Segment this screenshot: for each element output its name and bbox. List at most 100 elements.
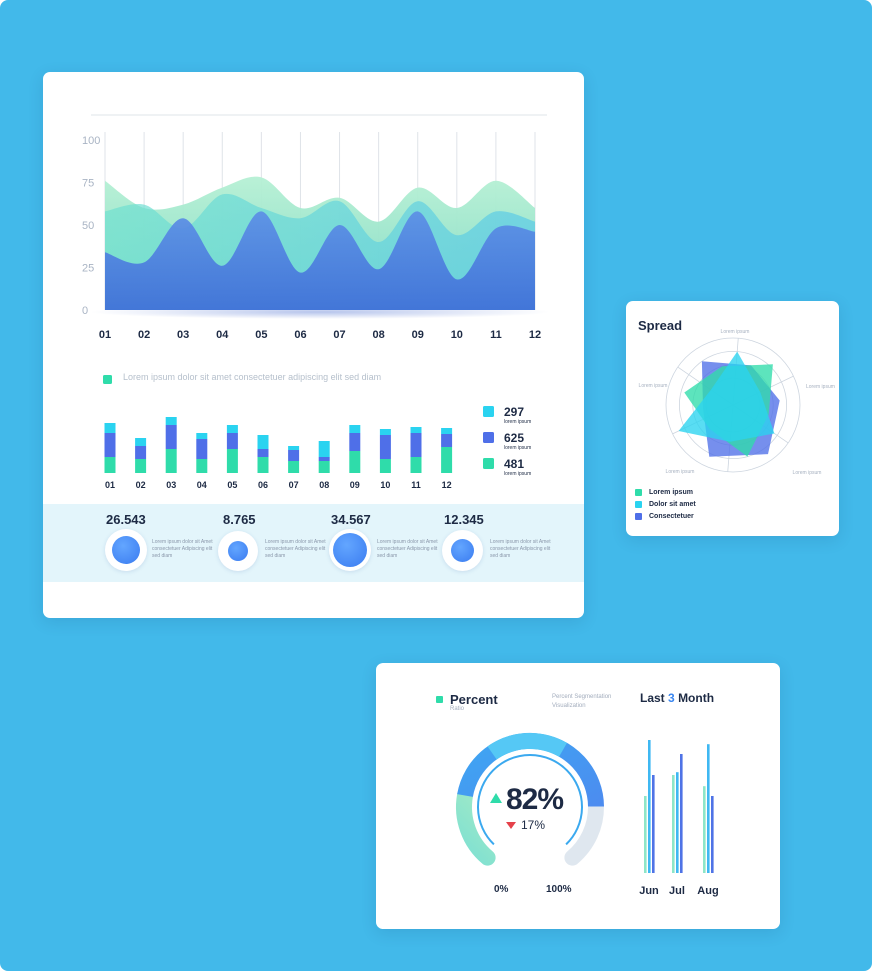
bar-x-tick-label: 11 <box>411 480 421 490</box>
bar-segment <box>349 451 361 473</box>
x-tick-label: 07 <box>333 329 345 341</box>
legend-swatch <box>483 406 494 417</box>
legend-label: lorem ipsum <box>504 445 531 451</box>
gauge-segment-green <box>456 787 496 866</box>
stat-bubble <box>329 529 371 571</box>
month-bar <box>644 796 647 873</box>
bar-segment <box>104 457 116 473</box>
stat-value: 8.765 <box>223 512 256 527</box>
month-bar <box>703 786 706 873</box>
month-label: Jun <box>639 885 659 897</box>
x-tick-label: 08 <box>373 329 385 341</box>
x-tick-label: 03 <box>177 329 189 341</box>
last-title-post: Month <box>678 691 715 705</box>
main-chart-svg: 0 25 50 75 100 01 02 03 04 05 06 07 08 09 10 11 12 01 02… <box>82 114 550 490</box>
last-title-num: 3 <box>668 691 675 705</box>
up-arrow-icon <box>490 793 502 803</box>
gauge-value: 82% <box>506 783 564 816</box>
bar-segment <box>318 461 330 473</box>
bar-segment <box>410 427 422 433</box>
bar-segment <box>135 446 147 459</box>
stat-value: 26.543 <box>106 512 146 527</box>
percent-subtitle: Ratio <box>450 706 465 712</box>
legend-swatch <box>635 500 642 508</box>
stat-description: Lorem ipsum dolor sit Amet consectetuer … <box>265 539 326 559</box>
stat-bubble <box>218 531 258 571</box>
y-tick-label: 100 <box>82 135 100 147</box>
area-x-ticks: 01 02 03 04 05 06 07 08 09 10 11 12 <box>99 329 541 341</box>
last-title-pre: Last <box>640 691 665 705</box>
bar-segment <box>135 459 147 473</box>
main-chart-card: 0 25 50 75 100 01 02 03 04 05 06 07 08 09 10 11 12 01 02… <box>43 72 584 618</box>
bar-segment <box>318 441 330 457</box>
month-bar <box>711 796 714 873</box>
legend-item: Consectetuer <box>635 510 696 522</box>
bar-segment <box>165 449 177 473</box>
legend-swatch <box>635 512 642 520</box>
bar-segment <box>410 457 422 473</box>
bar-segment <box>257 435 269 449</box>
x-tick-label: 06 <box>294 329 306 341</box>
bar-segment <box>349 433 361 451</box>
bar-x-tick-label: 04 <box>197 480 207 490</box>
percent-swatch <box>436 696 443 703</box>
percent-note: Percent Segmentation Visualization <box>552 694 612 709</box>
radar-axis-label: Lorem ipsum <box>721 329 750 335</box>
stat-bubble <box>442 530 483 571</box>
bar-segment <box>379 429 391 435</box>
bar-segment <box>165 417 177 425</box>
stat-bubble-core <box>451 539 474 562</box>
month-bars <box>644 740 714 873</box>
month-bar <box>652 775 655 873</box>
radar-axis-label: Lorem ipsum <box>793 470 822 476</box>
bar-segment <box>257 449 269 457</box>
bar-segment <box>165 425 177 449</box>
month-bar <box>648 740 651 873</box>
month-label: Aug <box>697 885 718 897</box>
bar-segment <box>441 434 453 447</box>
stat-description: Lorem ipsum dolor sit Amet consectetuer … <box>490 539 551 559</box>
bar-segment <box>257 457 269 473</box>
legend-item: Dolor sit amet <box>635 498 696 510</box>
bar-x-tick-label: 10 <box>380 480 390 490</box>
area-y-ticks: 0 25 50 75 100 <box>82 135 100 317</box>
bar-x-tick-label: 07 <box>289 480 299 490</box>
bar-segment <box>288 446 300 450</box>
last-months-title: Last 3 Month <box>640 691 714 705</box>
bar-x-tick-label: 08 <box>319 480 329 490</box>
legend-value: 297 <box>504 405 524 419</box>
month-bar <box>680 754 683 873</box>
x-tick-label: 09 <box>412 329 424 341</box>
month-bar-chart: Jun Jul Aug <box>639 740 719 897</box>
bar-x-tick-label: 01 <box>105 480 115 490</box>
bar-segment <box>196 459 208 473</box>
legend-value: 625 <box>504 431 524 445</box>
x-tick-label: 05 <box>255 329 267 341</box>
x-tick-label: 12 <box>529 329 541 341</box>
gauge-sub-value: 17% <box>521 818 546 832</box>
legend-item: Lorem ipsum <box>635 486 696 498</box>
bar-x-tick-label: 09 <box>350 480 360 490</box>
stat-bubble-core <box>333 533 367 567</box>
bar-segment <box>226 449 238 473</box>
stat-description: Lorem ipsum dolor sit Amet consectetuer … <box>377 539 438 559</box>
bar-segment <box>379 435 391 459</box>
bar-x-ticks: 01 02 03 04 05 06 07 08 09 10 11 12 <box>105 480 452 490</box>
bar-segment <box>135 438 147 446</box>
month-labels: Jun Jul Aug <box>639 885 718 897</box>
bar-x-tick-label: 12 <box>442 480 452 490</box>
bar-segment <box>196 439 208 459</box>
stat-value: 34.567 <box>331 512 371 527</box>
y-tick-label: 75 <box>82 178 94 190</box>
down-arrow-icon <box>506 822 516 829</box>
month-bar <box>707 744 710 873</box>
area-series-3 <box>105 211 535 310</box>
bar-x-tick-label: 05 <box>227 480 237 490</box>
percent-card: Percent Ratio Percent Segmentation Visua… <box>376 663 780 929</box>
legend-swatch <box>483 432 494 443</box>
y-tick-label: 0 <box>82 305 88 317</box>
spread-title: Spread <box>638 318 683 333</box>
percent-title: Percent <box>450 692 498 707</box>
radar-axis-labels: Lorem ipsum Lorem ipsum Lorem ipsum Lorem i… <box>639 329 835 476</box>
